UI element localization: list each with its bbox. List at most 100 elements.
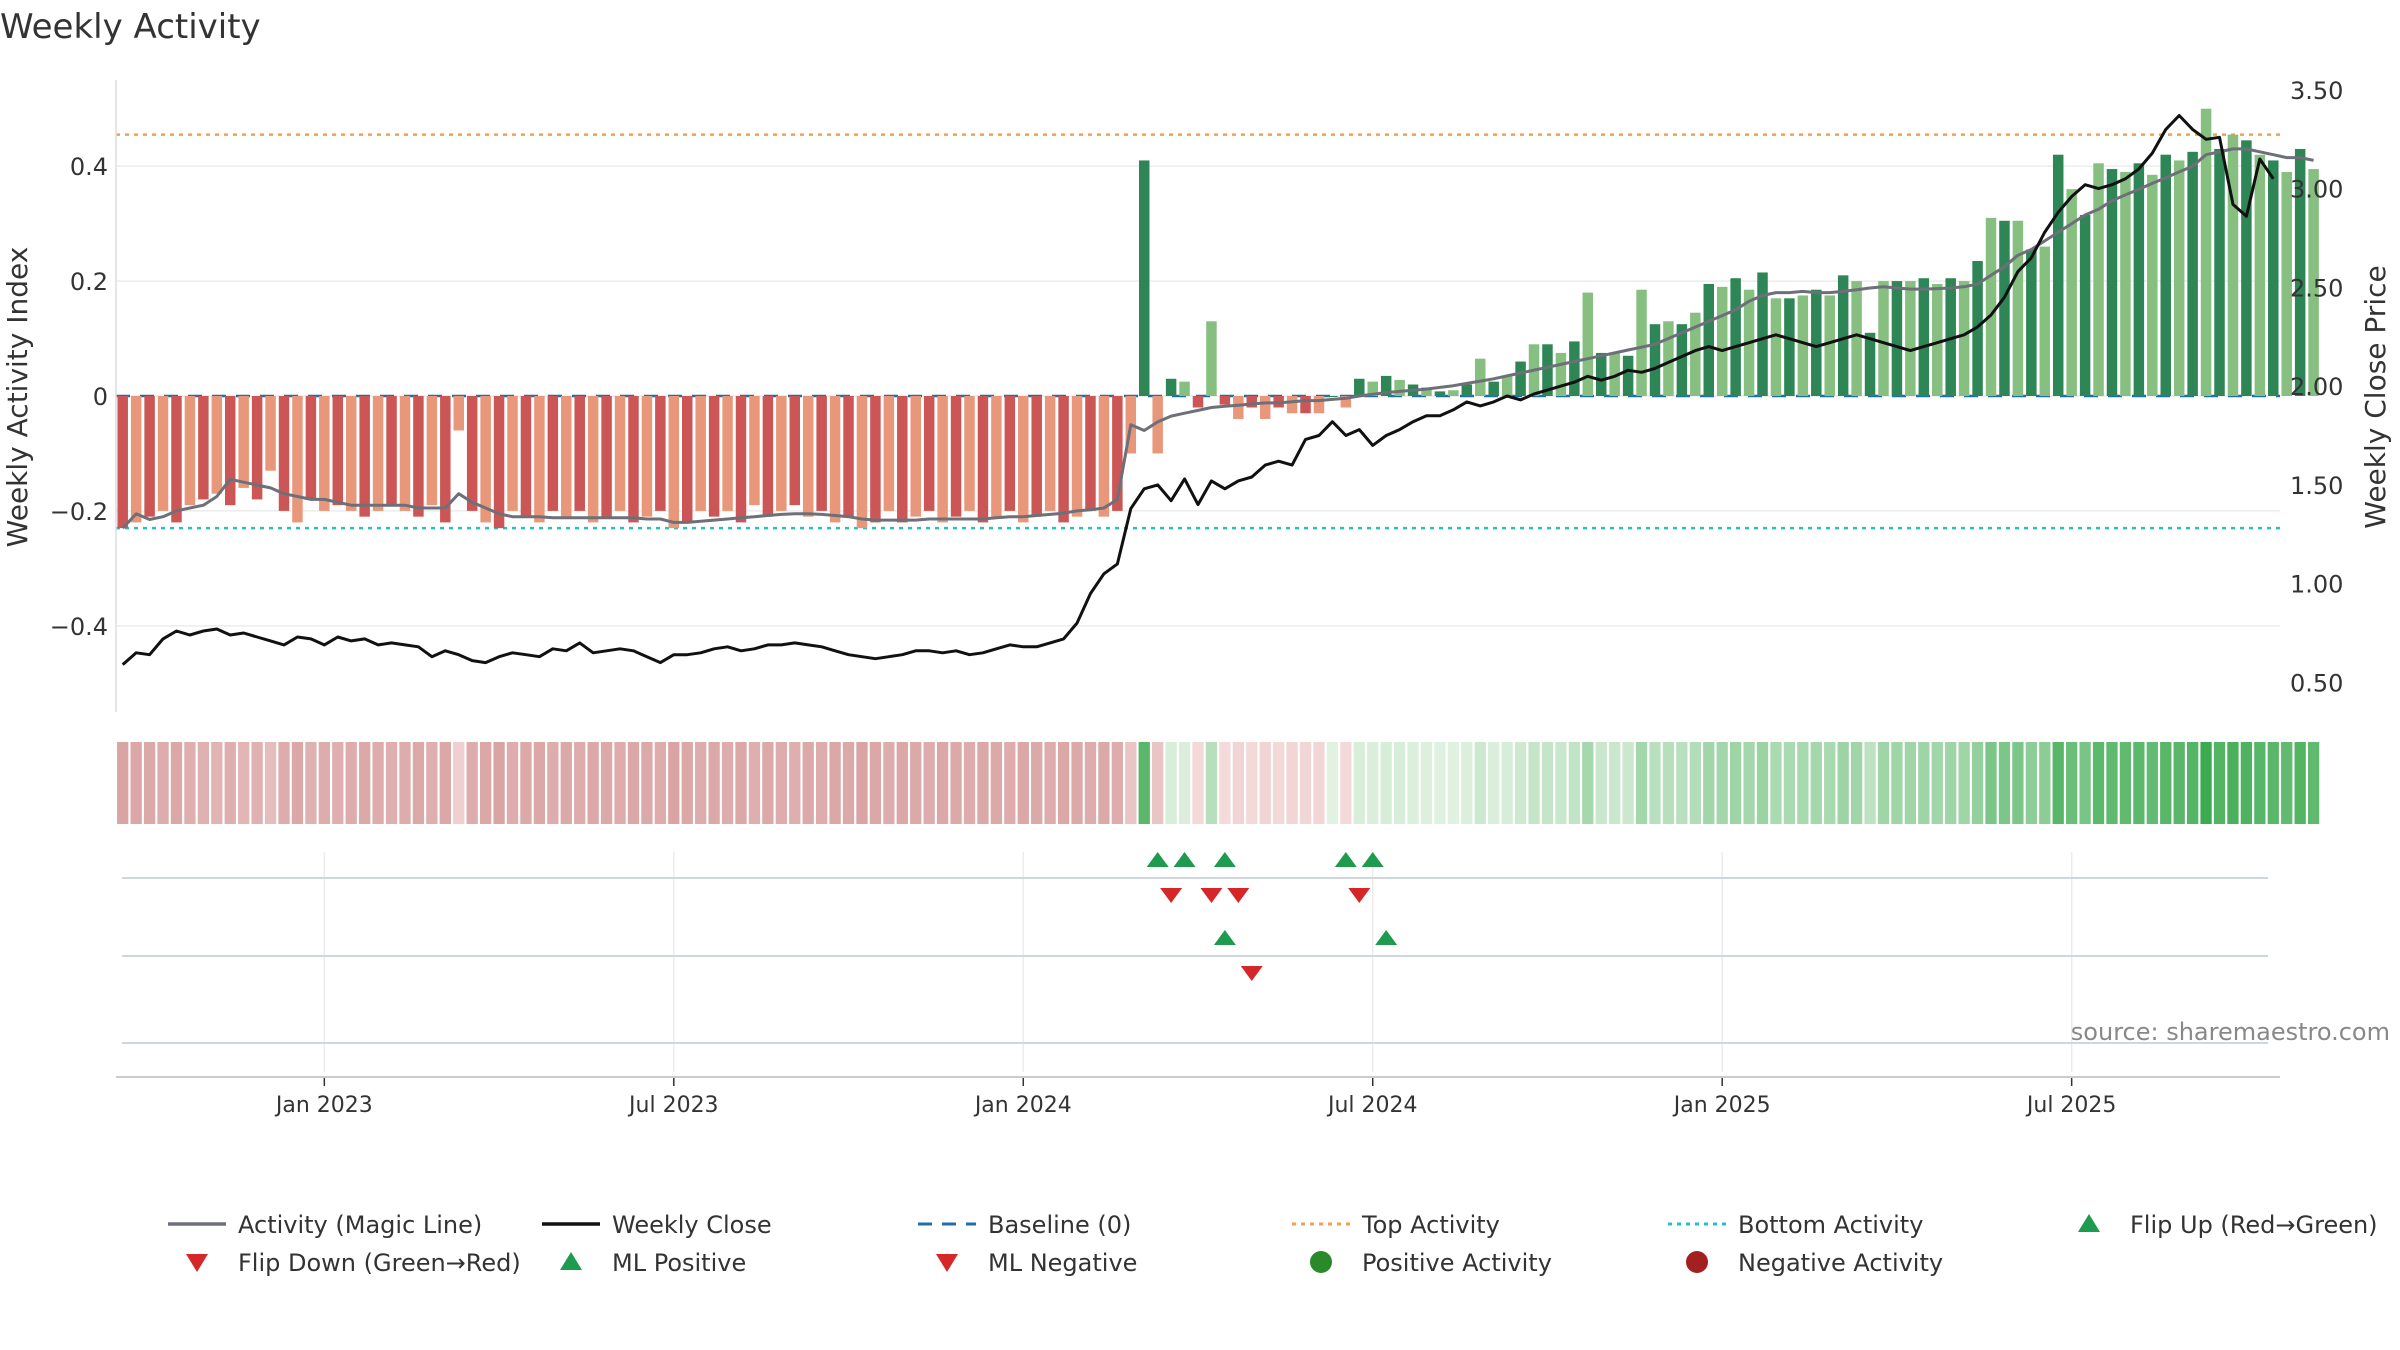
y-axis-right-label: Weekly Close Price	[2359, 265, 2392, 528]
activity-bar	[2106, 169, 2118, 396]
heat-cell	[641, 742, 653, 824]
activity-bar	[440, 396, 451, 523]
heat-cell	[1474, 742, 1486, 824]
activity-bar	[1138, 160, 1150, 396]
heat-cell	[412, 742, 425, 824]
signal-marker-down	[1227, 888, 1250, 903]
heat-cell	[2213, 742, 2226, 824]
activity-bar	[2079, 215, 2091, 396]
activity-bar	[1448, 390, 1459, 396]
activity-bar	[1770, 298, 1782, 396]
heat-cell	[762, 742, 774, 824]
heat-cell	[2066, 742, 2078, 824]
heat-cell	[1273, 742, 1285, 824]
activity-bar	[466, 396, 478, 511]
activity-bar	[345, 396, 357, 511]
heat-cell	[695, 742, 707, 824]
heat-cell	[1380, 742, 1392, 824]
activity-bar	[2120, 171, 2131, 396]
heat-cell	[1931, 742, 1943, 824]
heat-cell	[1528, 742, 1540, 824]
heat-cell	[1837, 742, 1849, 824]
heat-cell	[1353, 742, 1365, 824]
x-tick-label: Jul 2024	[1326, 1093, 1418, 1118]
activity-bar	[1784, 298, 1795, 396]
activity-bar	[386, 396, 397, 506]
activity-bar	[184, 396, 196, 506]
activity-bar	[265, 396, 276, 471]
activity-bar	[2133, 163, 2145, 396]
heat-cell	[2254, 742, 2266, 824]
legend-item-6: Flip Down (Green→Red)	[186, 1249, 521, 1277]
activity-bar	[708, 396, 720, 517]
activity-bar	[2187, 151, 2198, 396]
signal-marker-down	[1160, 888, 1183, 903]
legend-label: ML Positive	[612, 1249, 746, 1277]
legend-triangle-down-icon	[186, 1254, 208, 1272]
heat-cell	[1057, 742, 1070, 824]
heat-cell	[1192, 742, 1204, 824]
activity-bar	[923, 396, 935, 511]
heat-cell	[1259, 742, 1271, 824]
heat-cell	[1340, 742, 1352, 824]
activity-bar	[762, 396, 774, 517]
heat-cell	[399, 742, 411, 824]
heat-cell	[1609, 742, 1621, 824]
activity-bar	[856, 396, 868, 529]
activity-bar	[1891, 281, 1903, 396]
activity-bar	[1864, 332, 1876, 396]
heat-cell	[735, 742, 747, 824]
heat-cell	[1945, 742, 1957, 824]
activity-bar	[507, 396, 518, 511]
legend-triangle-down-icon	[936, 1254, 958, 1272]
signal-marker-up	[1334, 852, 1357, 867]
activity-bar	[1031, 396, 1042, 517]
heat-cell	[802, 742, 814, 824]
activity-bar	[359, 396, 370, 517]
heat-cell	[1111, 742, 1123, 824]
heat-cell	[1420, 742, 1433, 824]
x-tick-label: Jan 2023	[274, 1093, 373, 1118]
activity-bar	[1313, 396, 1325, 414]
heat-cell	[184, 742, 196, 824]
heat-cell	[2281, 742, 2293, 824]
heat-cell	[1635, 742, 1648, 824]
activity-bar	[1488, 381, 1499, 396]
heat-cell	[2227, 742, 2239, 824]
heat-cell	[1071, 742, 1083, 824]
activity-bar	[1595, 352, 1607, 396]
legend-label: Bottom Activity	[1738, 1211, 1923, 1239]
activity-bar	[2160, 154, 2171, 396]
activity-bar	[1475, 358, 1486, 396]
heat-cell	[1286, 742, 1298, 824]
activity-bar	[1703, 283, 1714, 396]
activity-bar	[238, 396, 249, 488]
activity-bar	[1394, 379, 1405, 396]
signal-marker-down	[1200, 888, 1223, 903]
heat-cell	[211, 742, 223, 824]
heat-cell	[318, 742, 330, 824]
heat-cell	[1729, 742, 1742, 824]
activity-bar	[211, 396, 223, 494]
heat-cell	[2267, 742, 2279, 824]
legend-label: Flip Up (Red→Green)	[2130, 1211, 2378, 1239]
heat-cell	[748, 742, 761, 824]
activity-bar	[1085, 396, 1096, 511]
legend-label: ML Negative	[988, 1249, 1137, 1277]
legend-label: Activity (Magic Line)	[238, 1211, 482, 1239]
heat-cell	[291, 742, 304, 824]
activity-bar	[1501, 375, 1513, 396]
legend-label: Top Activity	[1361, 1211, 1500, 1239]
activity-bar	[2308, 169, 2319, 396]
activity-bar	[749, 396, 760, 506]
activity-bar	[1179, 381, 1190, 396]
heat-cell	[385, 742, 398, 824]
heat-cell	[1098, 742, 1110, 824]
activity-bar	[1421, 387, 1432, 396]
activity-bar	[1018, 396, 1029, 523]
activity-bar	[1582, 292, 1594, 396]
activity-bar	[1112, 396, 1123, 511]
heat-cell	[1393, 742, 1406, 824]
y-left-tick-label: 0.2	[70, 268, 108, 296]
activity-bar	[2214, 148, 2225, 396]
